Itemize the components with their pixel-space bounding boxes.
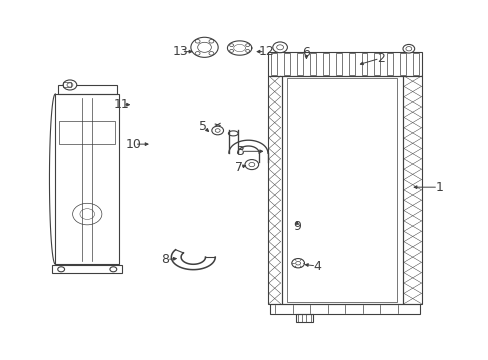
Bar	[361, 53, 366, 75]
Bar	[348, 53, 354, 75]
Text: 7: 7	[234, 161, 242, 174]
Bar	[271, 53, 277, 75]
Bar	[62, 82, 71, 87]
Bar	[270, 304, 419, 315]
Circle shape	[63, 80, 77, 90]
Text: 3: 3	[235, 145, 243, 158]
Bar	[412, 53, 418, 75]
Bar	[58, 85, 117, 94]
Circle shape	[58, 267, 64, 272]
Bar	[322, 53, 328, 75]
Bar	[309, 53, 315, 75]
Bar	[386, 53, 392, 75]
Text: 1: 1	[435, 181, 443, 194]
Text: 2: 2	[376, 51, 384, 64]
Text: 5: 5	[199, 120, 206, 133]
Circle shape	[402, 44, 414, 53]
Bar	[374, 53, 380, 75]
Bar	[267, 51, 422, 76]
Bar	[287, 78, 396, 302]
Text: 9: 9	[293, 220, 301, 233]
Bar	[399, 53, 405, 75]
Text: 10: 10	[125, 138, 141, 150]
Text: 11: 11	[114, 98, 129, 111]
Bar	[402, 76, 422, 304]
Circle shape	[272, 42, 287, 53]
Text: 4: 4	[313, 260, 321, 273]
Text: 13: 13	[172, 45, 187, 58]
Text: 6: 6	[302, 46, 310, 59]
Bar	[267, 76, 281, 304]
Bar	[335, 53, 341, 75]
Bar	[55, 94, 119, 264]
Circle shape	[110, 267, 117, 272]
Text: 8: 8	[161, 253, 169, 266]
Bar	[284, 53, 289, 75]
Text: 12: 12	[258, 45, 274, 58]
Bar	[281, 76, 402, 304]
Bar	[52, 265, 122, 273]
Bar	[297, 53, 303, 75]
Bar	[59, 121, 115, 144]
Bar	[295, 315, 313, 322]
